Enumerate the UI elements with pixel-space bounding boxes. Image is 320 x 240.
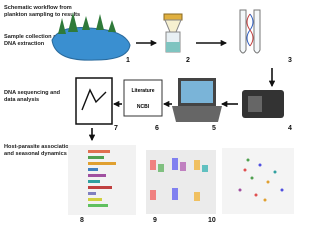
- section-label: DNA sequencing and: [4, 90, 61, 96]
- database-box: [123, 79, 163, 117]
- ordination-thumbnail: [222, 148, 294, 214]
- boxplot-thumbnail: [146, 150, 216, 214]
- step-number: 4: [288, 125, 292, 132]
- step-number: 2: [186, 57, 190, 64]
- section-label: data analysis: [4, 97, 39, 103]
- analysis-illustration: [75, 77, 113, 125]
- step-number: 7: [114, 125, 118, 132]
- literature-label: Literature: [131, 88, 154, 94]
- lake-illustration: [51, 12, 131, 61]
- section-label: Sample collection and: [4, 34, 64, 40]
- step-number: 9: [153, 217, 157, 224]
- laptop-illustration: [172, 78, 222, 122]
- step-number: 3: [288, 57, 292, 64]
- bar-chart-thumbnail: [68, 145, 136, 215]
- step-number: 10: [208, 217, 216, 224]
- step-number: 5: [212, 125, 216, 132]
- workflow-figure: Schematic workflow from plankton samplin…: [4, 5, 294, 224]
- section-label: DNA extraction: [4, 41, 45, 47]
- step-number: 8: [80, 217, 84, 224]
- step-number: 6: [155, 125, 159, 132]
- filter-illustration: [163, 13, 183, 53]
- title: plankton sampling to results: [4, 12, 80, 18]
- section-label: and seasonal dynamics: [4, 151, 67, 157]
- tubes-illustration: [239, 9, 261, 54]
- step-number: 1: [126, 57, 130, 64]
- sequencer-illustration: [242, 90, 284, 118]
- title: Schematic workflow from: [4, 5, 72, 11]
- ncbi-label: NCBI: [137, 104, 150, 110]
- section-label: Host-parasite association: [4, 144, 73, 150]
